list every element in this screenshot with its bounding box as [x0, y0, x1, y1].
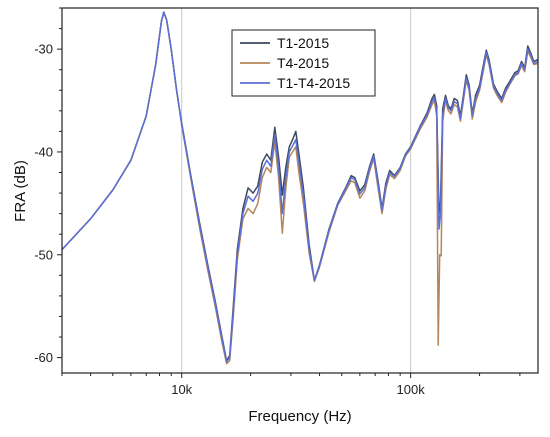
legend-label-1: T1-2015	[277, 35, 329, 51]
y-tick-label: -30	[34, 42, 53, 57]
legend: T1-2015 T4-2015 T1-T4-2015	[231, 29, 376, 97]
x-axis-title: Frequency (Hz)	[248, 408, 351, 425]
legend-label-3: T1-T4-2015	[277, 75, 350, 91]
series-layer	[61, 11, 539, 365]
legend-label-2: T4-2015	[277, 55, 329, 71]
series-line-3	[61, 11, 539, 363]
x-tick-label: 100k	[397, 382, 426, 397]
y-axis-title: FRA (dB)	[12, 160, 29, 222]
axis-ticks: -30 -40 -50 -60 10k 100k	[34, 7, 521, 397]
y-tick-label: -60	[34, 350, 53, 365]
y-tick-label: -40	[34, 144, 53, 159]
x-tick-label: 10k	[171, 382, 192, 397]
plot-frame	[61, 7, 539, 374]
gridlines	[181, 8, 412, 373]
y-tick-label: -50	[34, 247, 53, 262]
